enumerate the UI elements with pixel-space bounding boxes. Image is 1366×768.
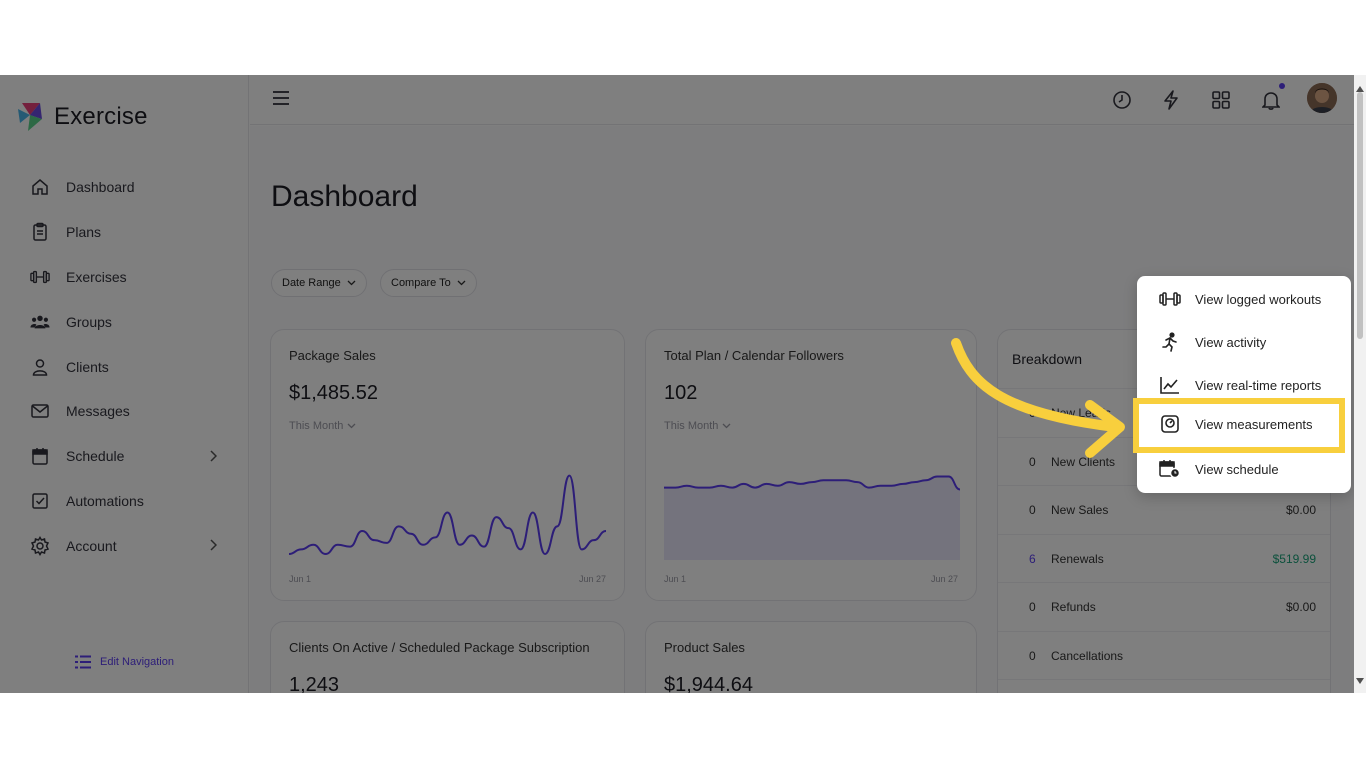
scroll-down-icon[interactable] (1356, 671, 1364, 689)
scrollbar[interactable] (1354, 75, 1366, 693)
line-chart-icon (1159, 375, 1181, 395)
menu-item-label: View measurements (1195, 416, 1313, 432)
pointer-arrow (951, 338, 1125, 458)
app-frame: Exercise Dashboard Plans Exercises (0, 75, 1366, 693)
menu-item-label: View real-time reports (1195, 377, 1322, 393)
modal-overlay[interactable] (0, 75, 1354, 693)
menu-item-label: View schedule (1195, 461, 1279, 477)
dumbbell-icon (1159, 289, 1181, 309)
running-icon (1159, 332, 1181, 352)
menu-item-view-measurements[interactable]: View measurements (1133, 398, 1345, 453)
menu-item-view-activity[interactable]: View activity (1159, 332, 1266, 352)
menu-item-view-schedule[interactable]: View schedule (1159, 459, 1349, 479)
calendar-clock-icon (1159, 459, 1181, 479)
quick-actions-menu: View logged workouts View activity View … (1137, 276, 1351, 493)
menu-item-label: View logged workouts (1195, 291, 1322, 307)
scale-icon (1159, 414, 1181, 434)
menu-item-label: View activity (1195, 334, 1267, 350)
menu-item-view-real-time-reports[interactable]: View real-time reports (1159, 375, 1321, 395)
scroll-up-icon[interactable] (1356, 79, 1364, 97)
menu-item-view-measurements-content: View measurements (1159, 414, 1313, 434)
menu-item-view-logged-workouts[interactable]: View logged workouts (1159, 289, 1321, 309)
scrollbar-thumb[interactable] (1357, 92, 1363, 339)
